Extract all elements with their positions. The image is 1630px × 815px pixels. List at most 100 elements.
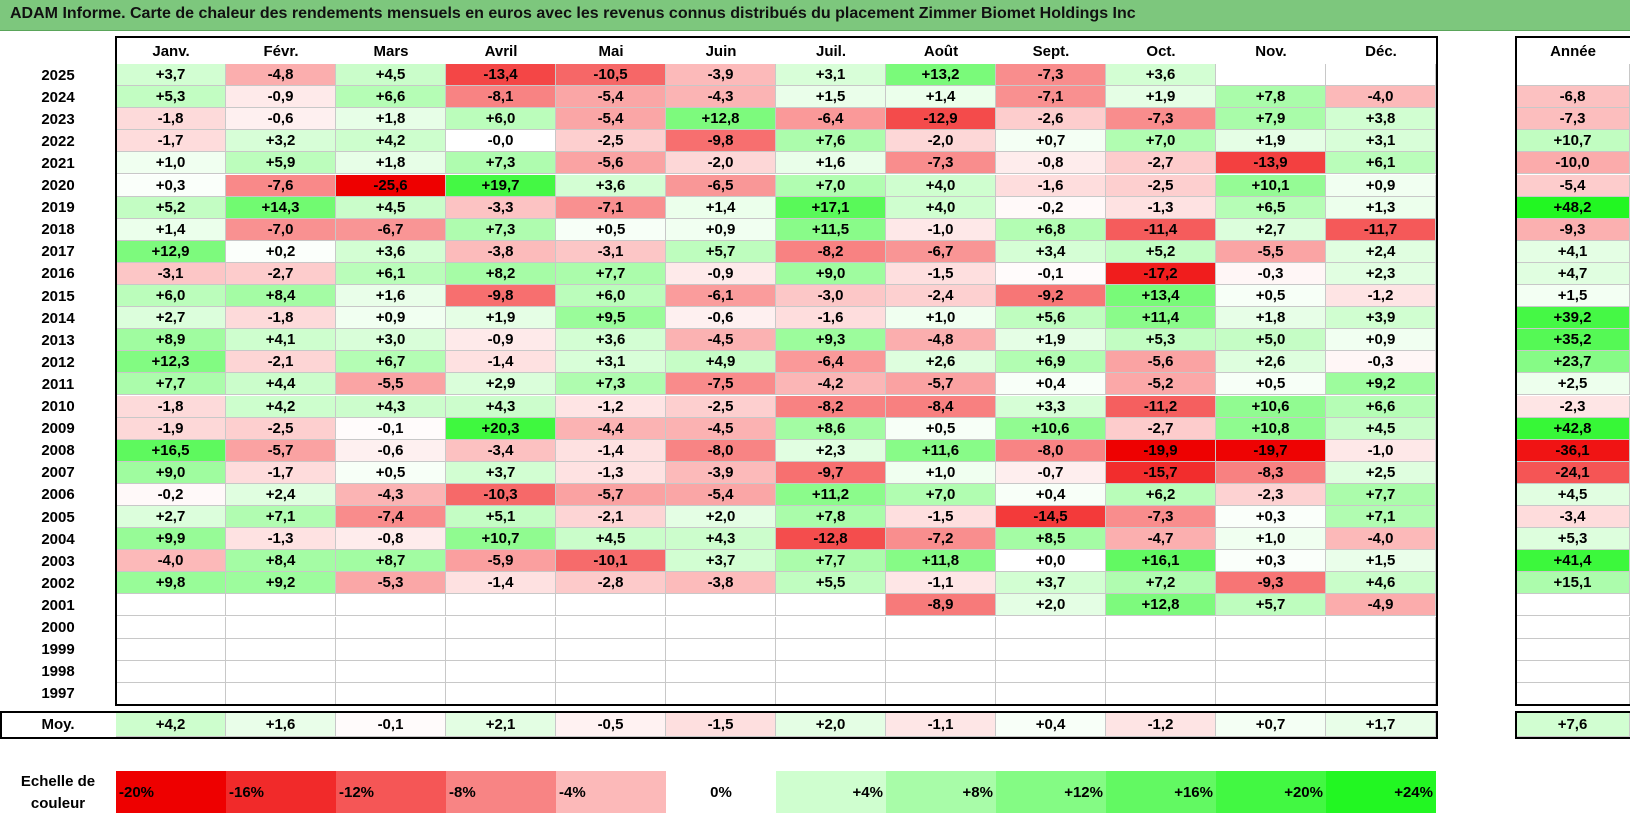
heatmap-cell: -7,4	[336, 506, 446, 529]
heatmap-cell: +1,0	[1216, 528, 1326, 551]
month-header: Mars	[373, 42, 409, 60]
heatmap-cell: +12,9	[116, 240, 226, 263]
average-cell: +2,1	[446, 712, 556, 737]
heatmap-cell: -2,0	[886, 130, 996, 153]
heatmap-cell	[886, 682, 996, 705]
heatmap-cell: +5,7	[666, 240, 776, 263]
heatmap-cell	[666, 616, 776, 639]
heatmap-cell: +0,5	[1216, 285, 1326, 308]
heatmap-cell: +9,2	[226, 572, 336, 595]
heatmap-cell: +1,4	[886, 86, 996, 109]
heatmap-cell: +4,9	[666, 351, 776, 374]
annual-cell: +1,5	[1516, 285, 1630, 308]
heatmap-cell: +0,9	[1326, 329, 1436, 352]
heatmap-cell: -4,8	[226, 64, 336, 87]
heatmap-cell: +8,5	[996, 528, 1106, 551]
heatmap-cell: -19,9	[1106, 439, 1216, 462]
heatmap-cell: -5,7	[556, 483, 666, 506]
heatmap-cell: -10,3	[446, 483, 556, 506]
heatmap-cell: +4,0	[886, 196, 996, 219]
heatmap-cell: +1,6	[776, 152, 886, 175]
heatmap-cell: -4,0	[1326, 528, 1436, 551]
heatmap-cell	[116, 682, 226, 705]
heatmap-cell: +6,6	[336, 86, 446, 109]
heatmap-cell: -11,7	[1326, 218, 1436, 241]
heatmap-cell: -4,3	[336, 483, 446, 506]
heatmap-cell: +7,9	[1216, 108, 1326, 131]
heatmap-cell: +0,9	[666, 218, 776, 241]
heatmap-cell: +8,9	[116, 329, 226, 352]
year-label: 1999	[41, 641, 75, 659]
heatmap-cell: +6,0	[446, 108, 556, 131]
heatmap-cell: -8,9	[886, 594, 996, 617]
heatmap-cell	[226, 616, 336, 639]
year-header: Année	[1550, 42, 1596, 60]
heatmap-cell: +7,0	[886, 483, 996, 506]
heatmap-cell: +4,2	[336, 130, 446, 153]
month-header: Janv.	[152, 42, 190, 60]
heatmap-cell: -7,3	[996, 64, 1106, 87]
color-scale-swatch: -8%	[446, 771, 556, 813]
heatmap-cell: -7,6	[226, 174, 336, 197]
year-label: 2014	[41, 309, 75, 327]
heatmap-cell: +5,6	[996, 307, 1106, 330]
heatmap-cell: -9,3	[1216, 572, 1326, 595]
heatmap-cell: +11,2	[776, 483, 886, 506]
color-scale-swatch: -4%	[556, 771, 666, 813]
heatmap-cell: +7,0	[1106, 130, 1216, 153]
heatmap-cell: -0,2	[996, 196, 1106, 219]
heatmap-cell: +1,9	[1216, 130, 1326, 153]
heatmap-cell: +0,9	[1326, 174, 1436, 197]
heatmap-cell: -0,3	[1216, 262, 1326, 285]
heatmap-cell: -1,0	[886, 218, 996, 241]
average-cell: +1,6	[226, 712, 336, 737]
annual-cell	[1516, 660, 1630, 683]
heatmap-cell	[666, 638, 776, 661]
heatmap-cell: +11,5	[776, 218, 886, 241]
heatmap-cell: +1,4	[116, 218, 226, 241]
heatmap-cell: -5,3	[336, 572, 446, 595]
annual-cell	[1516, 682, 1630, 705]
heatmap-cell: -3,8	[666, 572, 776, 595]
heatmap-cell	[336, 638, 446, 661]
annual-cell: -10,0	[1516, 152, 1630, 175]
heatmap-cell: +6,5	[1216, 196, 1326, 219]
heatmap-cell: +5,9	[226, 152, 336, 175]
heatmap-cell: +9,9	[116, 528, 226, 551]
heatmap-cell: +17,1	[776, 196, 886, 219]
month-header: Juin	[705, 42, 737, 60]
heatmap-cell: -6,7	[336, 218, 446, 241]
heatmap-cell: +9,3	[776, 329, 886, 352]
year-label: 2017	[41, 243, 75, 261]
heatmap-cell: +9,2	[1326, 373, 1436, 396]
annual-cell: +35,2	[1516, 329, 1630, 352]
heatmap-cell	[776, 594, 886, 617]
heatmap-cell	[226, 660, 336, 683]
heatmap-cell	[1106, 616, 1216, 639]
heatmap-cell: +7,3	[446, 152, 556, 175]
heatmap-cell: -1,4	[556, 439, 666, 462]
year-label: 2013	[41, 331, 75, 349]
heatmap-cell: +12,3	[116, 351, 226, 374]
heatmap-cell: -5,6	[556, 152, 666, 175]
color-scale-swatch: +20%	[1216, 771, 1326, 813]
heatmap-cell	[1326, 616, 1436, 639]
heatmap-cell: +6,6	[1326, 395, 1436, 418]
year-label: 2019	[41, 199, 75, 217]
heatmap-cell: -0,6	[336, 439, 446, 462]
annual-cell: +48,2	[1516, 196, 1630, 219]
annual-cell: +39,2	[1516, 307, 1630, 330]
heatmap-cell: -7,1	[556, 196, 666, 219]
heatmap-cell: -1,2	[556, 395, 666, 418]
heatmap-cell: +1,0	[886, 461, 996, 484]
heatmap-cell: +9,0	[776, 262, 886, 285]
heatmap-cell: +3,7	[666, 550, 776, 573]
heatmap-cell: -7,2	[886, 528, 996, 551]
heatmap-cell: -1,6	[996, 174, 1106, 197]
heatmap-cell	[226, 682, 336, 705]
color-scale-swatch: +12%	[996, 771, 1106, 813]
heatmap-cell: +0,5	[1216, 373, 1326, 396]
heatmap-cell: +6,0	[556, 285, 666, 308]
heatmap-cell: -0,9	[226, 86, 336, 109]
annual-cell: -9,3	[1516, 218, 1630, 241]
